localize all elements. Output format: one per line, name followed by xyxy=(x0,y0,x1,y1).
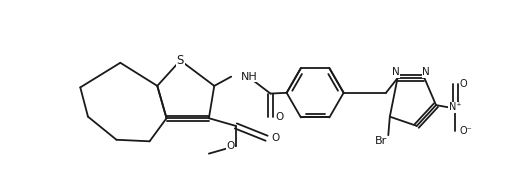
Text: O: O xyxy=(460,79,467,89)
Text: Br: Br xyxy=(375,136,387,146)
Text: O: O xyxy=(226,141,234,151)
Text: N⁺: N⁺ xyxy=(449,102,462,112)
Text: N: N xyxy=(392,67,400,77)
Text: N: N xyxy=(422,67,430,77)
Text: S: S xyxy=(177,54,184,67)
Text: O: O xyxy=(271,133,279,143)
Text: O: O xyxy=(275,112,283,122)
Text: NH: NH xyxy=(241,72,257,82)
Text: O⁻: O⁻ xyxy=(460,126,473,136)
